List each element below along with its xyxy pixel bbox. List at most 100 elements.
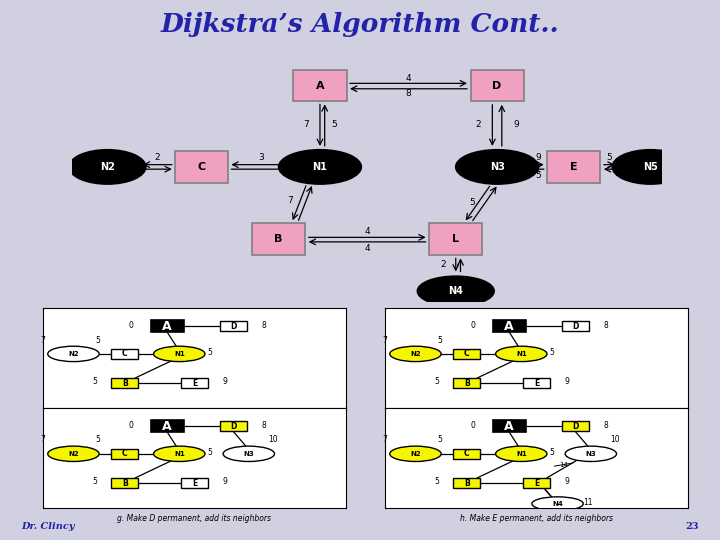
FancyBboxPatch shape: [150, 420, 184, 432]
Text: A: A: [163, 320, 172, 333]
Ellipse shape: [495, 346, 547, 362]
FancyBboxPatch shape: [547, 151, 600, 183]
FancyBboxPatch shape: [523, 478, 550, 488]
FancyBboxPatch shape: [562, 321, 590, 331]
Text: A: A: [505, 320, 514, 333]
Text: 7: 7: [41, 335, 45, 345]
Text: N2: N2: [410, 451, 420, 457]
Text: D: D: [230, 322, 237, 330]
FancyBboxPatch shape: [471, 70, 523, 102]
Text: 5: 5: [536, 171, 541, 180]
Text: C: C: [122, 349, 127, 359]
Ellipse shape: [153, 446, 205, 462]
Text: B: B: [274, 234, 283, 244]
Text: C: C: [122, 449, 127, 458]
Ellipse shape: [223, 446, 274, 462]
Ellipse shape: [565, 446, 616, 462]
Ellipse shape: [456, 150, 539, 184]
Text: E: E: [534, 478, 539, 488]
FancyBboxPatch shape: [454, 449, 480, 459]
FancyBboxPatch shape: [454, 478, 480, 488]
Text: Dr. Clincy: Dr. Clincy: [22, 522, 75, 531]
Text: N1: N1: [516, 451, 526, 457]
Text: 5: 5: [606, 153, 612, 163]
Ellipse shape: [48, 446, 99, 462]
Text: D: D: [230, 422, 237, 430]
Ellipse shape: [418, 276, 494, 306]
Text: 5: 5: [207, 448, 212, 457]
Text: 7: 7: [304, 119, 310, 129]
Text: N3: N3: [243, 451, 254, 457]
Text: 4: 4: [364, 244, 370, 253]
Ellipse shape: [153, 346, 205, 362]
Text: N3: N3: [585, 451, 596, 457]
Text: 9: 9: [513, 119, 519, 129]
Text: 2: 2: [440, 260, 446, 269]
Text: 4: 4: [364, 227, 370, 235]
FancyBboxPatch shape: [562, 421, 590, 431]
FancyBboxPatch shape: [150, 320, 184, 332]
Text: N2: N2: [100, 162, 115, 172]
Text: f. Make N2 permanent: f. Make N2 permanent: [494, 414, 579, 423]
Text: N4: N4: [552, 501, 563, 507]
Text: N5: N5: [643, 162, 658, 172]
FancyBboxPatch shape: [252, 224, 305, 255]
Text: E: E: [534, 379, 539, 388]
FancyBboxPatch shape: [181, 478, 208, 488]
Ellipse shape: [612, 150, 689, 184]
Text: 2: 2: [155, 153, 161, 163]
Text: h. Make E permanent, add its neighbors: h. Make E permanent, add its neighbors: [460, 514, 613, 523]
Text: E: E: [192, 379, 197, 388]
Text: 5: 5: [207, 348, 212, 357]
Text: 7: 7: [383, 335, 387, 345]
Text: N3: N3: [490, 162, 505, 172]
Text: 0: 0: [470, 321, 475, 330]
Text: C: C: [464, 449, 469, 458]
FancyBboxPatch shape: [294, 70, 346, 102]
Text: 5: 5: [437, 335, 442, 345]
Text: 7: 7: [287, 196, 293, 205]
FancyBboxPatch shape: [220, 421, 248, 431]
Text: 10: 10: [269, 435, 278, 444]
FancyBboxPatch shape: [429, 224, 482, 255]
FancyBboxPatch shape: [454, 349, 480, 359]
FancyBboxPatch shape: [523, 378, 550, 388]
Text: C: C: [464, 349, 469, 359]
Text: D: D: [492, 80, 502, 91]
Text: E: E: [192, 478, 197, 488]
Text: 7: 7: [383, 435, 387, 444]
Text: 8: 8: [603, 421, 608, 430]
Text: 9: 9: [564, 377, 569, 386]
Text: N2: N2: [410, 351, 420, 357]
Text: 5: 5: [92, 377, 97, 386]
Ellipse shape: [279, 150, 361, 184]
FancyBboxPatch shape: [220, 321, 248, 331]
Text: B: B: [464, 478, 469, 488]
Text: 8: 8: [603, 321, 608, 330]
Ellipse shape: [390, 446, 441, 462]
Text: 23: 23: [685, 522, 698, 531]
Ellipse shape: [532, 497, 583, 511]
Text: 7: 7: [41, 435, 45, 444]
FancyBboxPatch shape: [111, 349, 138, 359]
Text: D: D: [572, 422, 579, 430]
Text: A: A: [163, 420, 172, 433]
Text: 8: 8: [261, 421, 266, 430]
FancyBboxPatch shape: [492, 320, 526, 332]
FancyBboxPatch shape: [111, 378, 138, 388]
Text: B: B: [122, 478, 127, 488]
Text: B: B: [122, 379, 127, 388]
Text: E: E: [570, 162, 577, 172]
Text: 3: 3: [258, 153, 264, 163]
Text: L: L: [452, 234, 459, 244]
Text: C: C: [198, 162, 206, 172]
Text: 9: 9: [564, 477, 569, 486]
FancyBboxPatch shape: [111, 478, 138, 488]
Text: 0: 0: [128, 321, 133, 330]
Ellipse shape: [495, 446, 547, 462]
Text: 0: 0: [470, 421, 475, 430]
Text: 9: 9: [536, 153, 541, 163]
Text: e. Make B permanent, add its neighbors: e. Make B permanent, add its neighbors: [118, 414, 271, 423]
Text: N1: N1: [174, 451, 184, 457]
Text: A: A: [315, 80, 324, 91]
